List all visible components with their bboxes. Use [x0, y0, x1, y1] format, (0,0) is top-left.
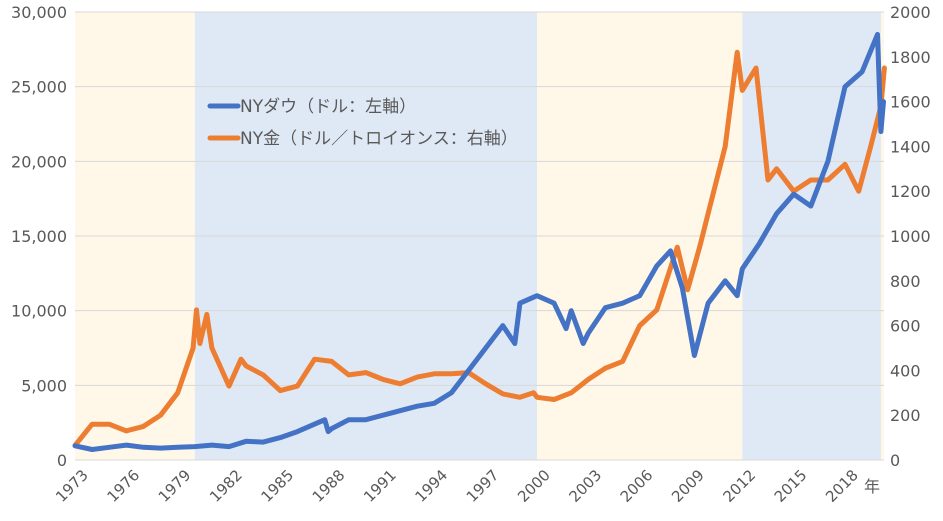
gold-line	[72, 49, 887, 448]
y-left-tick-label: 15,000	[11, 227, 67, 246]
y-right-tick-label: 1200	[890, 182, 931, 201]
legend-label-dow: NYダウ（ドル：左軸）	[240, 97, 416, 117]
x-tick-label: 2015	[771, 466, 811, 506]
x-tick-label: 2000	[514, 466, 554, 506]
x-tick-label: 2012	[719, 466, 759, 506]
y-right-tick-label: 800	[890, 272, 921, 291]
y-right-tick-label: 1000	[890, 227, 931, 246]
y-right-tick-label: 1800	[890, 48, 931, 67]
y-right-tick-label: 0	[890, 451, 900, 470]
x-tick-label: 1988	[309, 466, 349, 506]
x-tick-label: 2009	[668, 466, 708, 506]
y-left-tick-label: 10,000	[11, 302, 67, 321]
y-right-tick-label: 600	[890, 317, 921, 336]
y-left-tick-label: 5,000	[21, 376, 67, 395]
x-tick-label: 2018	[822, 466, 862, 506]
y-left-tick-label: 30,000	[11, 3, 67, 22]
legend: NYダウ（ドル：左軸） NY金（ドル／トロイオンス：右軸）	[207, 97, 518, 149]
x-tick-label: 1982	[206, 466, 246, 506]
y-left-tick-label: 20,000	[11, 152, 67, 171]
y-right-tick-label: 2000	[890, 3, 931, 22]
x-tick-label: 1994	[411, 466, 451, 506]
x-tick-label: 1976	[103, 466, 143, 506]
x-axis-label: 年	[864, 477, 880, 496]
x-tick-label: 2006	[617, 466, 657, 506]
dow-line	[72, 31, 886, 452]
y-left-tick-label: 0	[57, 451, 67, 470]
x-tick-label: 1985	[257, 466, 297, 506]
y-right-tick-label: 1600	[890, 93, 931, 112]
y-right-tick-label: 400	[890, 361, 921, 380]
y-left-tick-label: 25,000	[11, 78, 67, 97]
legend-label-gold: NY金（ドル／トロイオンス：右軸）	[240, 129, 518, 149]
x-tick-label: 1997	[463, 466, 503, 506]
x-tick-label: 1979	[155, 466, 195, 506]
x-tick-label: 1991	[360, 466, 400, 506]
x-tick-label: 1973	[52, 466, 92, 506]
y-right-tick-label: 1400	[890, 137, 931, 156]
y-right-tick-label: 200	[890, 406, 921, 425]
x-tick-label: 2003	[565, 466, 605, 506]
